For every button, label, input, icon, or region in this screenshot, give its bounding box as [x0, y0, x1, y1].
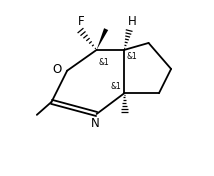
- Polygon shape: [97, 28, 108, 50]
- Text: N: N: [91, 117, 100, 130]
- Text: &1: &1: [111, 83, 122, 92]
- Text: &1: &1: [99, 58, 109, 67]
- Text: F: F: [78, 15, 84, 28]
- Text: H: H: [128, 15, 137, 28]
- Text: &1: &1: [126, 52, 137, 61]
- Text: O: O: [53, 63, 62, 76]
